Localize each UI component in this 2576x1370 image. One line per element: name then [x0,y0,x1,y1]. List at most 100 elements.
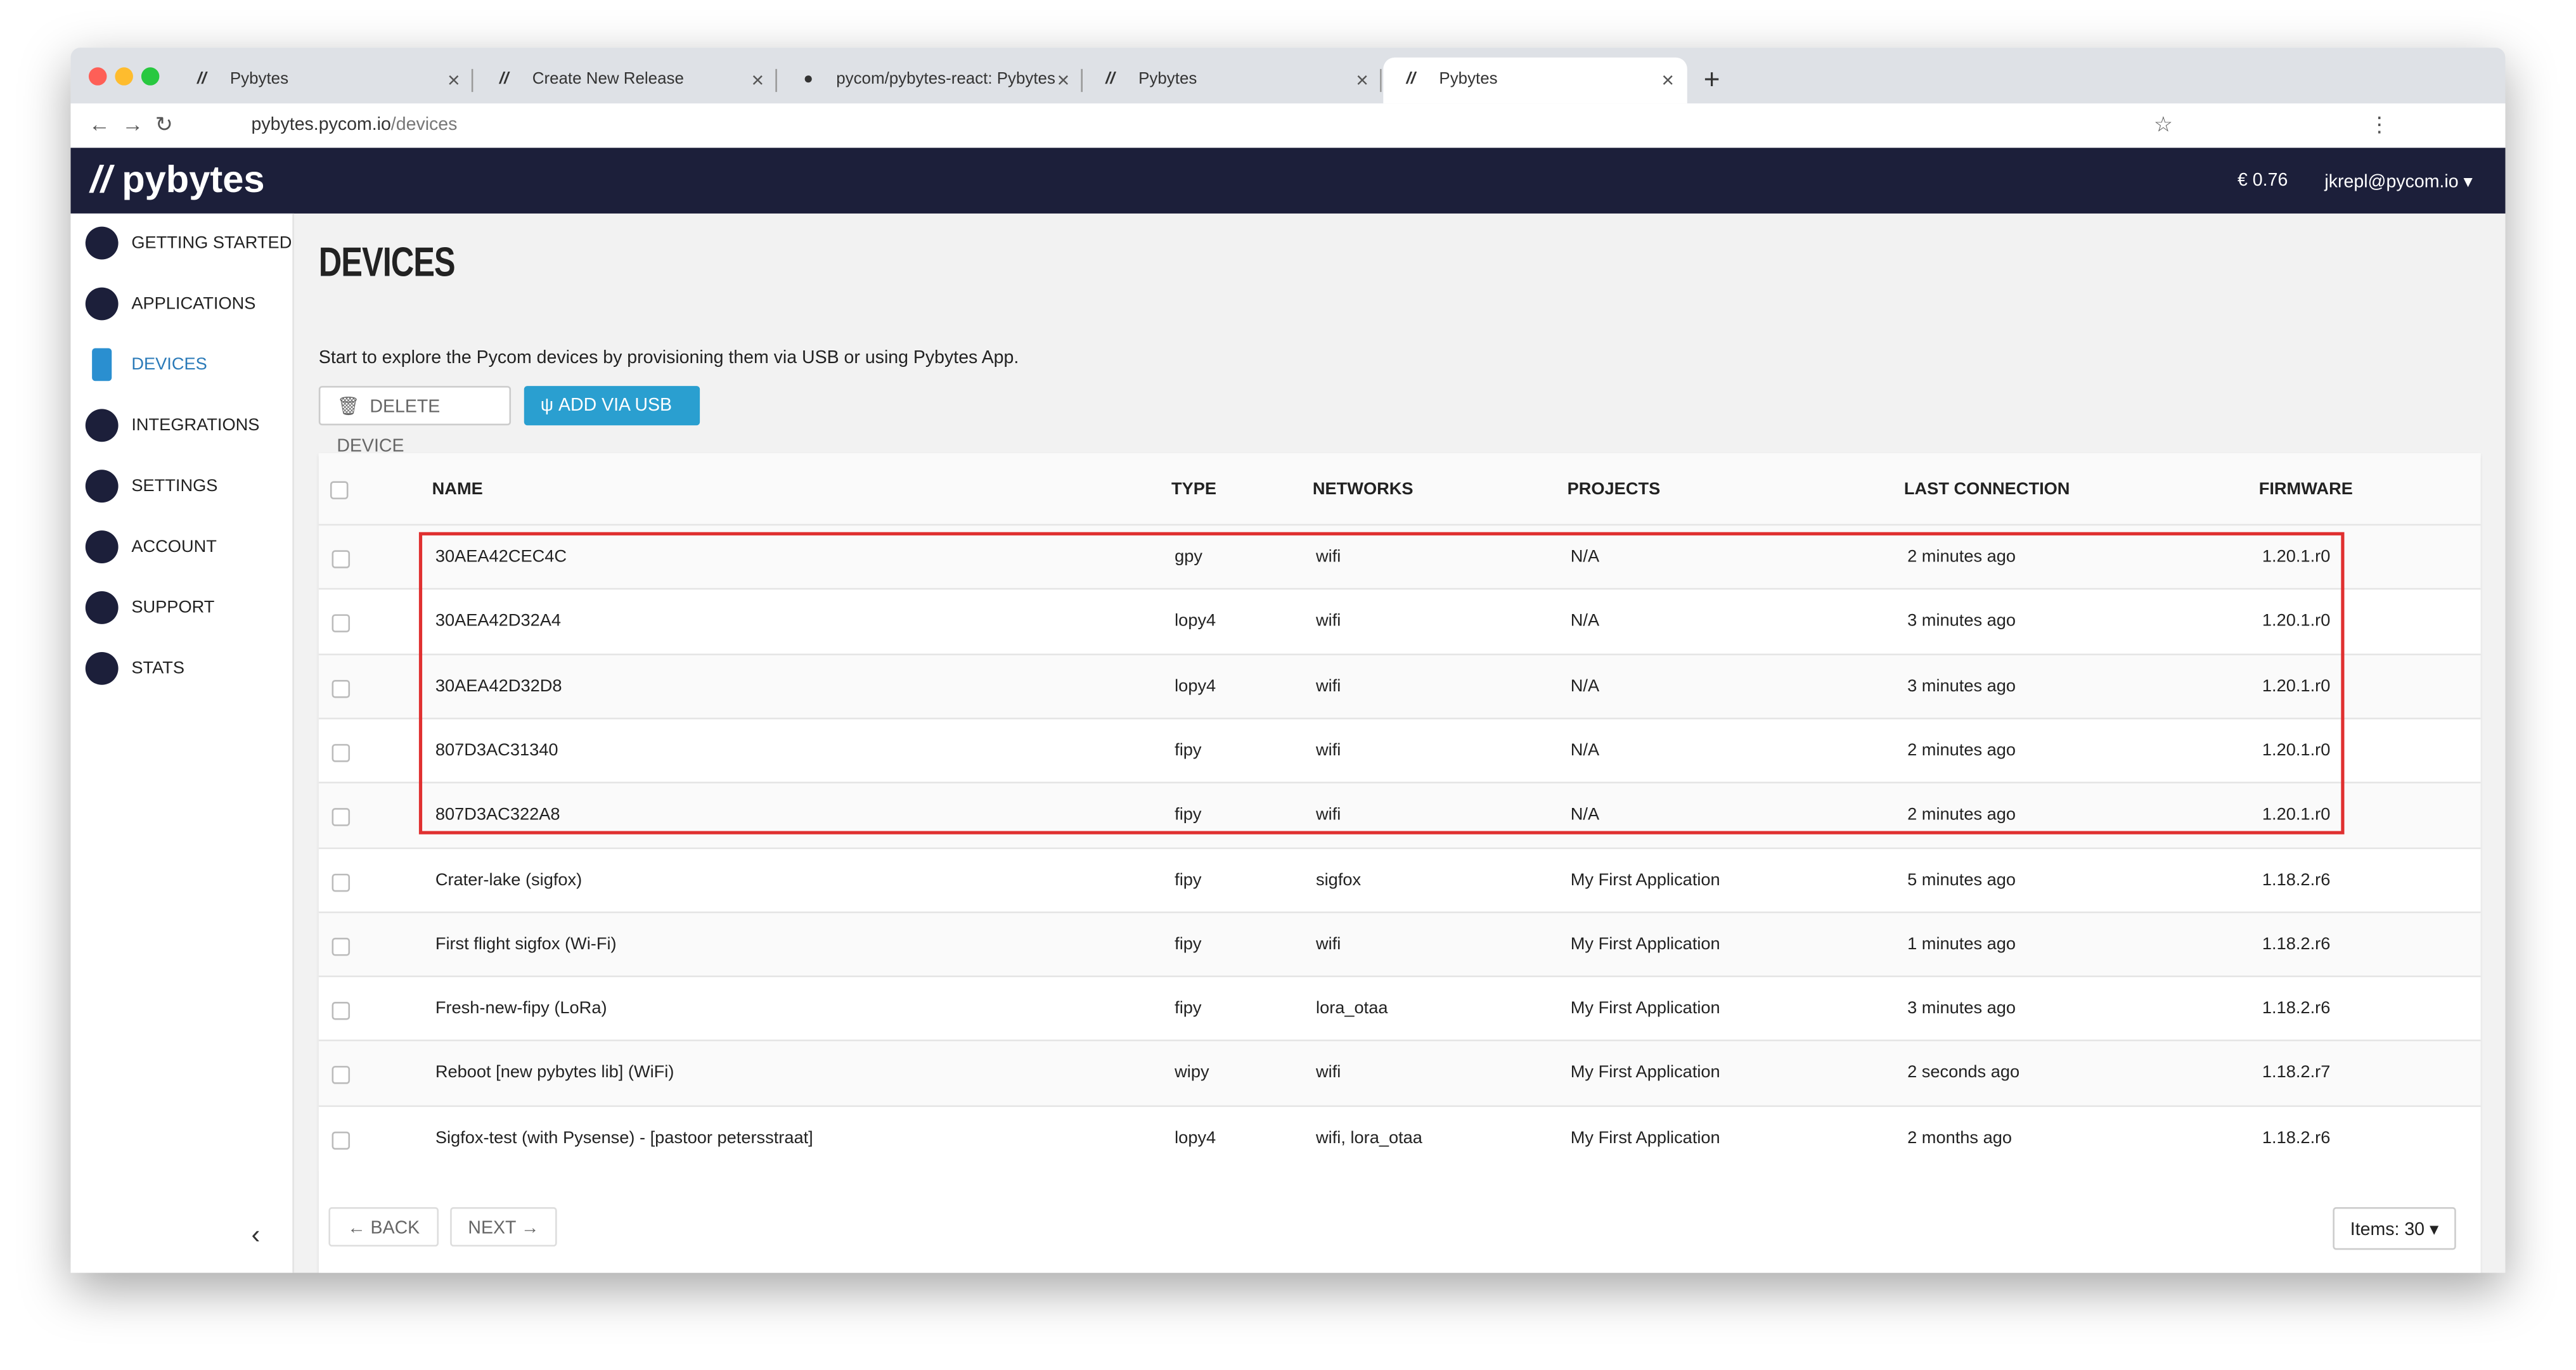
nav-icon [85,226,119,260]
table-cell: 807D3AC31340 [435,740,558,760]
nav-item[interactable]: SETTINGS [70,457,292,516]
column-header[interactable]: TYPE [1171,479,1217,499]
table-cell: N/A [1570,740,1600,760]
minimize-window[interactable] [115,67,133,86]
table-row[interactable]: Crater-lake (sigfox) fipy sigfox My First A… [318,847,2481,912]
row-checkbox[interactable] [332,808,351,827]
select-all-checkbox[interactable] [330,481,349,499]
table-row[interactable]: Fresh-new-fipy (LoRa) fipy lora_otaa My Fir… [318,975,2481,1042]
add-usb-button[interactable]: ψ ADD VIA USB [524,386,700,426]
column-header[interactable]: PROJECTS [1567,479,1661,499]
table-row[interactable]: 807D3AC31340 fipy wifi N/A 2 minutes ago 1.20… [318,717,2481,784]
table-cell: N/A [1570,547,1600,567]
row-checkbox[interactable] [332,873,351,892]
tab-title: Pybytes [229,70,289,89]
table-cell: Sigfox-test (with Pysense) - [pastoor pe… [435,1127,813,1148]
logo-text: pybytes [122,157,265,201]
logo[interactable]: // pybytes [90,157,265,201]
table-cell: wipy [1175,1063,1209,1084]
table-row[interactable]: 30AEA42D32D8 lopy4 wifi N/A 3 minutes ago 1.2… [318,653,2481,719]
url[interactable]: pybytes.pycom.io/devices [252,115,458,134]
table-cell: wifi [1316,934,1341,954]
tab-close[interactable]: × [1057,67,1070,93]
back-button[interactable]: ← BACK [328,1207,439,1247]
close-window[interactable] [88,67,107,86]
next-button[interactable]: NEXT → [450,1207,557,1247]
browser-tab[interactable]: // Pybytes × [1083,58,1382,104]
table-cell: My First Application [1570,934,1720,954]
table-cell: 2 minutes ago [1907,740,2016,760]
column-header[interactable]: NAME [432,479,483,499]
row-checkbox[interactable] [332,550,351,568]
nav-label: DEVICES [131,354,207,375]
nav-item[interactable]: GETTING STARTED [70,214,292,272]
table-cell: 1.20.1.r0 [2262,611,2331,632]
table-cell: 3 minutes ago [1907,611,2016,632]
row-checkbox[interactable] [332,679,351,698]
table-cell: 1.20.1.r0 [2262,740,2331,760]
nav-label: INTEGRATIONS [131,415,260,435]
table-cell: N/A [1570,611,1600,632]
nav-buttons[interactable]: ← → ↻ [88,112,174,137]
nav-item[interactable]: APPLICATIONS [70,274,292,333]
table-cell: wifi [1316,1063,1341,1084]
table-cell: 1.18.2.r6 [2262,1127,2331,1148]
browser-tab[interactable]: // Pybytes × [174,58,473,104]
browser-tab[interactable]: // Create New Release × [477,58,777,104]
table-cell: My First Application [1570,999,1720,1019]
tab-close[interactable]: × [1356,67,1368,93]
nav-label: STATS [131,658,185,679]
user-menu[interactable]: jkrepl@pycom.io ▾ [2324,172,2473,193]
collapse-sidebar[interactable]: ‹ [251,1222,261,1250]
nav-item[interactable]: INTEGRATIONS [70,396,292,455]
new-tab[interactable]: + [1703,64,1720,96]
column-header[interactable]: NETWORKS [1312,479,1414,499]
table-row[interactable]: 30AEA42CEC4C gpy wifi N/A 2 minutes ago 1.20.… [318,523,2481,590]
toolbar-icons[interactable]: ☆ ⋮ [2153,112,2390,137]
table-row[interactable]: Sigfox-test (with Pysense) - [pastoor pe… [318,1104,2481,1171]
nav-item[interactable]: DEVICES [70,335,292,394]
nav-label: GETTING STARTED [131,233,292,253]
browser-tab[interactable]: // Pybytes × [1383,57,1687,104]
table-cell: Crater-lake (sigfox) [435,869,583,890]
nav-icon [85,470,119,503]
nav-item[interactable]: SUPPORT [70,578,292,637]
table-row[interactable]: Reboot [new pybytes lib] (WiFi) wipy wifi M… [318,1040,2481,1106]
table-row[interactable]: First flight sigfox (Wi-Fi) fipy wifi My Fi… [318,911,2481,977]
items-dropdown[interactable]: Items: 30 ▾ [2333,1207,2456,1250]
table-cell: Fresh-new-fipy (LoRa) [435,999,607,1019]
table-row[interactable]: 30AEA42D32A4 lopy4 wifi N/A 3 minutes ago 1.2… [318,588,2481,655]
nav-item[interactable]: STATS [70,639,292,698]
tab-title: Pybytes [1138,70,1197,89]
table-cell: N/A [1570,805,1600,825]
browser-tab[interactable]: ● pycom/pybytes-react: Pybytes × [780,58,1083,104]
tab-icon: // [499,70,509,89]
column-header[interactable]: FIRMWARE [2258,479,2353,499]
table-cell: 807D3AC322A8 [435,805,560,825]
table-cell: lopy4 [1175,611,1216,632]
delete-button[interactable]: 🗑 DELETE DEVICE [318,386,512,457]
maximize-window[interactable] [141,67,160,86]
button-label: ADD VIA USB [558,395,673,416]
table-row[interactable]: 807D3AC322A8 fipy wifi N/A 2 minutes ago 1.20… [318,782,2481,848]
row-checkbox[interactable] [332,1002,351,1020]
nav-item[interactable]: ACCOUNT [70,517,292,576]
tab-close[interactable]: × [751,67,764,93]
tab-title: Pybytes [1439,70,1498,89]
table-cell: 1.20.1.r0 [2262,675,2331,696]
row-checkbox[interactable] [332,1130,351,1149]
table-cell: My First Application [1570,869,1720,890]
column-header[interactable]: LAST CONNECTION [1903,479,2070,499]
tab-icon: // [197,70,207,89]
button-label: DELETE DEVICE [337,397,441,457]
row-checkbox[interactable] [332,1066,351,1085]
balance: € 0.76 [2238,170,2288,191]
nav-icon [85,651,119,685]
row-checkbox[interactable] [332,743,351,762]
row-checkbox[interactable] [332,615,351,633]
row-checkbox[interactable] [332,937,351,956]
tab-close[interactable]: × [1661,67,1675,93]
tab-close[interactable]: × [448,67,460,93]
